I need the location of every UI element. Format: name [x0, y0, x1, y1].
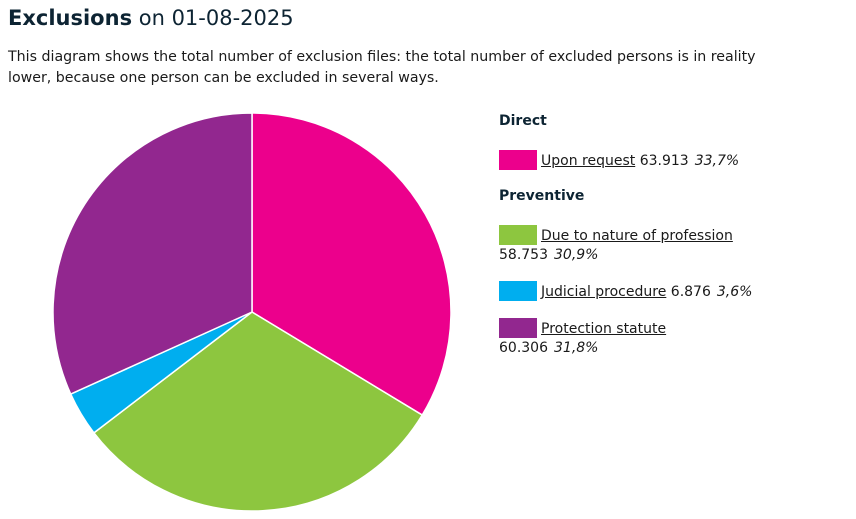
- legend-item-due-to-nature: Due to nature of profession 58.753 30,9%: [499, 225, 844, 265]
- legend-link-judicial-procedure[interactable]: Judicial procedure: [541, 284, 667, 300]
- legend-item-upon-request: Upon request 63.913 33,7%: [499, 150, 844, 171]
- legend-swatch-due-to-nature: [499, 225, 537, 245]
- legend-percent-judicial-procedure: 3,6%: [716, 284, 753, 300]
- legend: Direct Upon request 63.913 33,7% Preventi…: [499, 0, 849, 519]
- page-title: Exclusions on 01-08-2025: [8, 6, 294, 30]
- legend-percent-protection-statute: 31,8%: [554, 340, 599, 356]
- legend-swatch-upon-request: [499, 150, 537, 170]
- pie-slice-protection-statute[interactable]: [52, 112, 253, 395]
- legend-swatch-judicial-procedure: [499, 281, 537, 301]
- legend-swatch-protection-statute: [499, 318, 537, 338]
- legend-link-due-to-nature[interactable]: Due to nature of profession: [541, 228, 733, 244]
- legend-group-preventive: Preventive: [499, 188, 585, 204]
- pie-slice-upon-request[interactable]: [251, 112, 452, 416]
- pie-chart: [52, 112, 452, 512]
- intro-text: This diagram shows the total number of e…: [8, 49, 756, 86]
- pie-slice-due-to-nature-of-profession[interactable]: [93, 311, 423, 512]
- legend-group-direct: Direct: [499, 113, 547, 129]
- legend-percent-upon-request: 33,7%: [694, 153, 740, 169]
- legend-value-upon-request: 63.913: [639, 153, 689, 169]
- legend-value-protection-statute: 60.306: [499, 340, 548, 356]
- legend-value-judicial-procedure: 6.876: [670, 284, 711, 300]
- legend-value-due-to-nature: 58.753: [499, 247, 548, 263]
- legend-item-protection-statute: Protection statute 60.306 31,8%: [499, 318, 844, 358]
- legend-link-upon-request[interactable]: Upon request: [541, 153, 636, 169]
- legend-link-protection-statute[interactable]: Protection statute: [541, 321, 667, 337]
- title-strong: Exclusions: [8, 6, 133, 30]
- legend-percent-due-to-nature: 30,9%: [554, 247, 599, 263]
- title-date: on 01-08-2025: [132, 6, 294, 30]
- legend-item-judicial-procedure: Judicial procedure 6.876 3,6%: [499, 281, 844, 302]
